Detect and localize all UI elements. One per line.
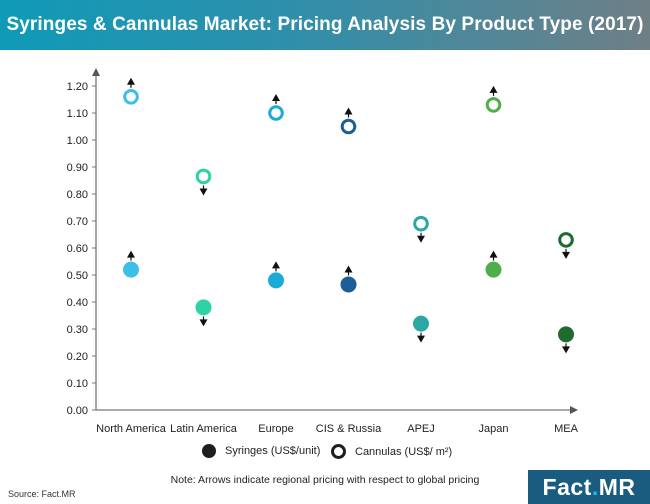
chart-note: Note: Arrows indicate regional pricing w… — [170, 474, 480, 486]
y-tick-label: 1.10 — [67, 108, 88, 120]
scatter-chart: 0.00 0.10 0.20 0.30 0.40 0.50 0.60 0.70 0.80 0.90… — [67, 68, 579, 435]
arrow-down-icon — [199, 188, 208, 196]
syringe-point — [340, 276, 357, 293]
open-circle-icon — [331, 444, 346, 459]
x-tick-label: Europe — [258, 423, 293, 435]
syringe-point — [413, 315, 429, 332]
y-tick-label: 1.00 — [67, 135, 88, 147]
x-tick-label: Japan — [479, 423, 509, 435]
arrow-down-icon — [562, 251, 570, 259]
chart-axes — [92, 68, 578, 414]
y-axis-ticks: 0.00 0.10 0.20 0.30 0.40 0.50 0.60 0.70 0.80 0.90… — [67, 81, 96, 417]
brand-main: Fact — [542, 473, 592, 500]
legend-syringes-label: Syringes (US$/unit) — [225, 445, 321, 457]
source-text: Source: Fact.MR — [8, 489, 76, 499]
y-tick-label: 0.30 — [67, 324, 88, 336]
y-tick-label: 0.20 — [67, 351, 88, 363]
syringe-point — [558, 326, 574, 343]
y-tick-label: 0.80 — [67, 189, 88, 201]
cannula-point — [340, 118, 357, 135]
chart-title: Syringes & Cannulas Market: Pricing Anal… — [0, 0, 650, 50]
arrow-down-icon — [199, 319, 208, 327]
x-tick-label: APEJ — [407, 423, 435, 435]
y-tick-label: 0.10 — [67, 378, 88, 390]
syringe-point — [268, 272, 284, 289]
arrow-down-icon — [562, 346, 570, 354]
filled-circle-icon — [202, 444, 216, 458]
arrow-up-icon — [489, 85, 498, 93]
y-tick-label: 0.90 — [67, 162, 88, 174]
syringe-point — [485, 261, 502, 278]
x-tick-label: Latin America — [170, 423, 238, 435]
x-tick-label: CIS & Russia — [316, 423, 382, 435]
arrow-up-icon — [127, 250, 135, 258]
y-tick-label: 1.20 — [67, 81, 88, 93]
syringe-point — [123, 261, 139, 278]
cannula-point — [413, 215, 429, 232]
arrow-up-icon — [344, 107, 353, 115]
y-axis-arrow — [92, 68, 100, 76]
y-tick-label: 0.70 — [67, 216, 88, 228]
arrow-up-icon — [272, 94, 280, 101]
brand-logo: Fact. MR — [528, 470, 650, 504]
x-axis-ticks: North America Latin America Europe CIS & Ru… — [96, 423, 578, 435]
arrow-up-icon — [489, 250, 498, 258]
y-tick-label: 0.50 — [67, 270, 88, 282]
arrow-up-icon — [344, 265, 353, 273]
y-tick-label: 0.00 — [67, 405, 88, 417]
legend-cannulas-label: Cannulas (US$/ m²) — [355, 445, 453, 458]
cannula-point — [268, 105, 284, 121]
y-tick-label: 0.60 — [67, 243, 88, 255]
data-points — [123, 77, 574, 354]
x-tick-label: North America — [96, 423, 167, 435]
y-tick-label: 0.40 — [67, 297, 88, 309]
legend-syringes: Syringes (US$/unit) — [202, 444, 320, 458]
cannula-point — [123, 89, 139, 105]
syringe-point — [195, 299, 212, 316]
cannula-point — [195, 168, 212, 185]
cannula-point — [558, 232, 574, 248]
arrow-up-icon — [127, 77, 135, 85]
arrow-down-icon — [417, 335, 425, 343]
x-axis-arrow — [570, 406, 578, 414]
x-tick-label: MEA — [554, 423, 579, 435]
cannula-point — [485, 97, 502, 113]
arrow-up-icon — [272, 261, 280, 269]
brand-suffix: MR — [598, 473, 636, 500]
legend-cannulas: Cannulas (US$/ m²) — [331, 444, 452, 459]
arrow-down-icon — [417, 235, 425, 243]
brand-dot: . — [591, 473, 599, 500]
